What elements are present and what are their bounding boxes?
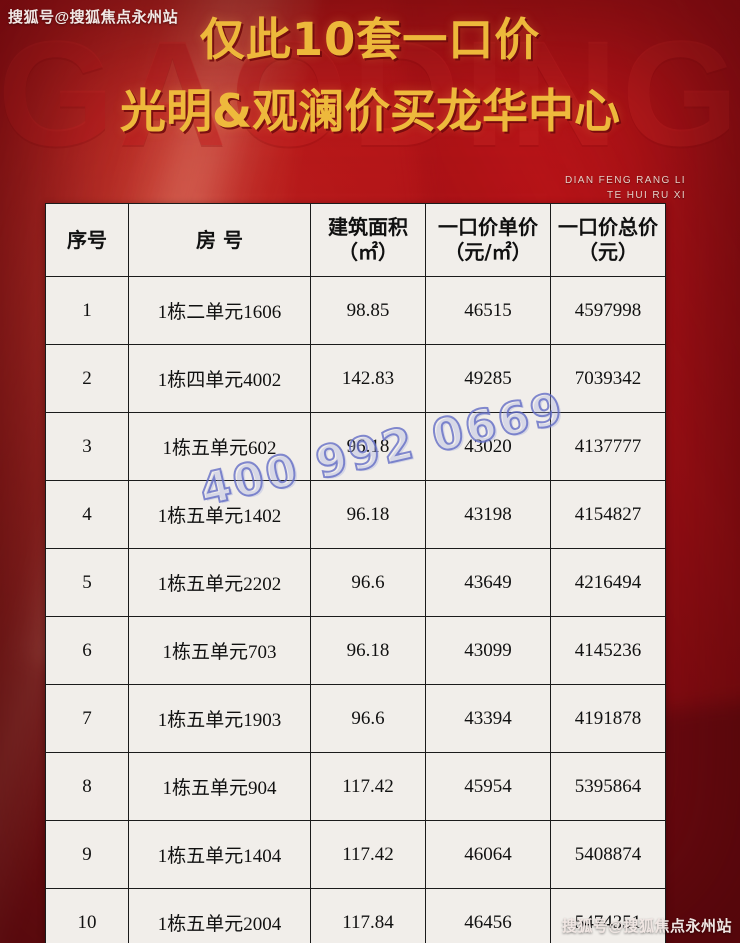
cell-total-price: 4216494 <box>550 548 666 617</box>
cell-unit-price: 46515 <box>425 276 551 345</box>
col-header-room: 房 号 <box>128 203 311 277</box>
headline-block: 仅此10套一口价 光明&观澜价买龙华中心 <box>0 12 740 144</box>
cell-total-price: 4137777 <box>550 412 666 481</box>
col-header-total-price: 一口价总价 （元） <box>550 203 666 277</box>
cell-index: 4 <box>45 480 129 549</box>
cell-index: 9 <box>45 820 129 889</box>
cell-index: 2 <box>45 344 129 413</box>
cell-total-price: 5408874 <box>550 820 666 889</box>
table-header-row: 序号 房 号 建筑面积 （㎡） 一口价单价 （元/㎡） 一口价总价 <box>45 203 666 277</box>
cell-area: 117.42 <box>310 752 426 821</box>
table-row: 3 1栋五单元602 96.18 43020 4137777 <box>45 412 666 481</box>
headline-line-2: 光明&观澜价买龙华中心 <box>119 84 621 138</box>
table-row: 1 1栋二单元1606 98.85 46515 4597998 <box>45 276 666 345</box>
cell-area: 96.18 <box>310 616 426 685</box>
cell-room: 1栋五单元904 <box>128 752 311 821</box>
cell-area: 117.84 <box>310 888 426 943</box>
col-header-unit-price: 一口价单价 （元/㎡） <box>425 203 551 277</box>
table-row: 4 1栋五单元1402 96.18 43198 4154827 <box>45 480 666 549</box>
col-header-room-line1: 房 号 <box>196 227 243 252</box>
cell-index: 3 <box>45 412 129 481</box>
price-table-head: 序号 房 号 建筑面积 （㎡） 一口价单价 （元/㎡） 一口价总价 <box>45 203 666 277</box>
col-header-index-line1: 序号 <box>67 227 107 252</box>
cell-index: 10 <box>45 888 129 943</box>
table-row: 8 1栋五单元904 117.42 45954 5395864 <box>45 752 666 821</box>
col-header-total-price-line2: （元） <box>578 240 638 264</box>
table-row: 2 1栋四单元4002 142.83 49285 7039342 <box>45 344 666 413</box>
cell-unit-price: 43099 <box>425 616 551 685</box>
cell-room: 1栋五单元2202 <box>128 548 311 617</box>
table-row: 9 1栋五单元1404 117.42 46064 5408874 <box>45 820 666 889</box>
pinyin-line-1: DIAN FENG RANG LI <box>564 175 686 186</box>
cell-area: 96.18 <box>310 480 426 549</box>
cell-room: 1栋五单元602 <box>128 412 311 481</box>
cell-total-price: 4191878 <box>550 684 666 753</box>
cell-room: 1栋五单元1404 <box>128 820 311 889</box>
cell-area: 142.83 <box>310 344 426 413</box>
cell-room: 1栋四单元4002 <box>128 344 311 413</box>
cell-room: 1栋五单元1903 <box>128 684 311 753</box>
pinyin-line-2: TE HUI RU XI <box>606 190 686 201</box>
col-header-area: 建筑面积 （㎡） <box>310 203 426 277</box>
watermark-top-left: 搜狐号@搜狐焦点永州站 <box>8 9 179 26</box>
col-header-index: 序号 <box>45 203 129 277</box>
cell-unit-price: 43649 <box>425 548 551 617</box>
cell-unit-price: 43394 <box>425 684 551 753</box>
cell-total-price: 4597998 <box>550 276 666 345</box>
price-table: 序号 房 号 建筑面积 （㎡） 一口价单价 （元/㎡） 一口价总价 <box>45 203 666 943</box>
pinyin-subtitle: DIAN FENG RANG LI TE HUI RU XI <box>565 173 686 203</box>
cell-total-price: 7039342 <box>550 344 666 413</box>
col-header-area-line1: 建筑面积 <box>328 215 408 239</box>
price-table-body: 1 1栋二单元1606 98.85 46515 4597998 2 1栋四单元4… <box>45 276 666 943</box>
cell-unit-price: 49285 <box>425 344 551 413</box>
cell-area: 96.6 <box>310 548 426 617</box>
cell-area: 96.18 <box>310 412 426 481</box>
cell-unit-price: 46064 <box>425 820 551 889</box>
table-row: 5 1栋五单元2202 96.6 43649 4216494 <box>45 548 666 617</box>
cell-total-price: 4145236 <box>550 616 666 685</box>
col-header-area-line2: （㎡） <box>338 240 398 264</box>
cell-area: 96.6 <box>310 684 426 753</box>
cell-unit-price: 43020 <box>425 412 551 481</box>
cell-total-price: 5395864 <box>550 752 666 821</box>
table-row: 10 1栋五单元2004 117.84 46456 5474351 <box>45 888 666 943</box>
cell-room: 1栋五单元703 <box>128 616 311 685</box>
cell-index: 5 <box>45 548 129 617</box>
col-header-unit-price-line1: 一口价单价 <box>438 215 538 239</box>
cell-total-price: 5474351 <box>550 888 666 943</box>
cell-room: 1栋五单元1402 <box>128 480 311 549</box>
price-table-container: 序号 房 号 建筑面积 （㎡） 一口价单价 （元/㎡） 一口价总价 <box>45 203 666 943</box>
cell-unit-price: 45954 <box>425 752 551 821</box>
cell-room: 1栋五单元2004 <box>128 888 311 943</box>
col-header-unit-price-line2: （元/㎡） <box>444 240 532 264</box>
cell-index: 6 <box>45 616 129 685</box>
cell-room: 1栋二单元1606 <box>128 276 311 345</box>
cell-area: 98.85 <box>310 276 426 345</box>
cell-area: 117.42 <box>310 820 426 889</box>
table-row: 6 1栋五单元703 96.18 43099 4145236 <box>45 616 666 685</box>
cell-unit-price: 46456 <box>425 888 551 943</box>
col-header-total-price-line1: 一口价总价 <box>558 215 658 239</box>
table-row: 7 1栋五单元1903 96.6 43394 4191878 <box>45 684 666 753</box>
watermark-bottom-right: 搜狐号@搜狐焦点永州站 <box>561 918 732 935</box>
cell-index: 1 <box>45 276 129 345</box>
cell-index: 8 <box>45 752 129 821</box>
cell-total-price: 4154827 <box>550 480 666 549</box>
cell-unit-price: 43198 <box>425 480 551 549</box>
cell-index: 7 <box>45 684 129 753</box>
